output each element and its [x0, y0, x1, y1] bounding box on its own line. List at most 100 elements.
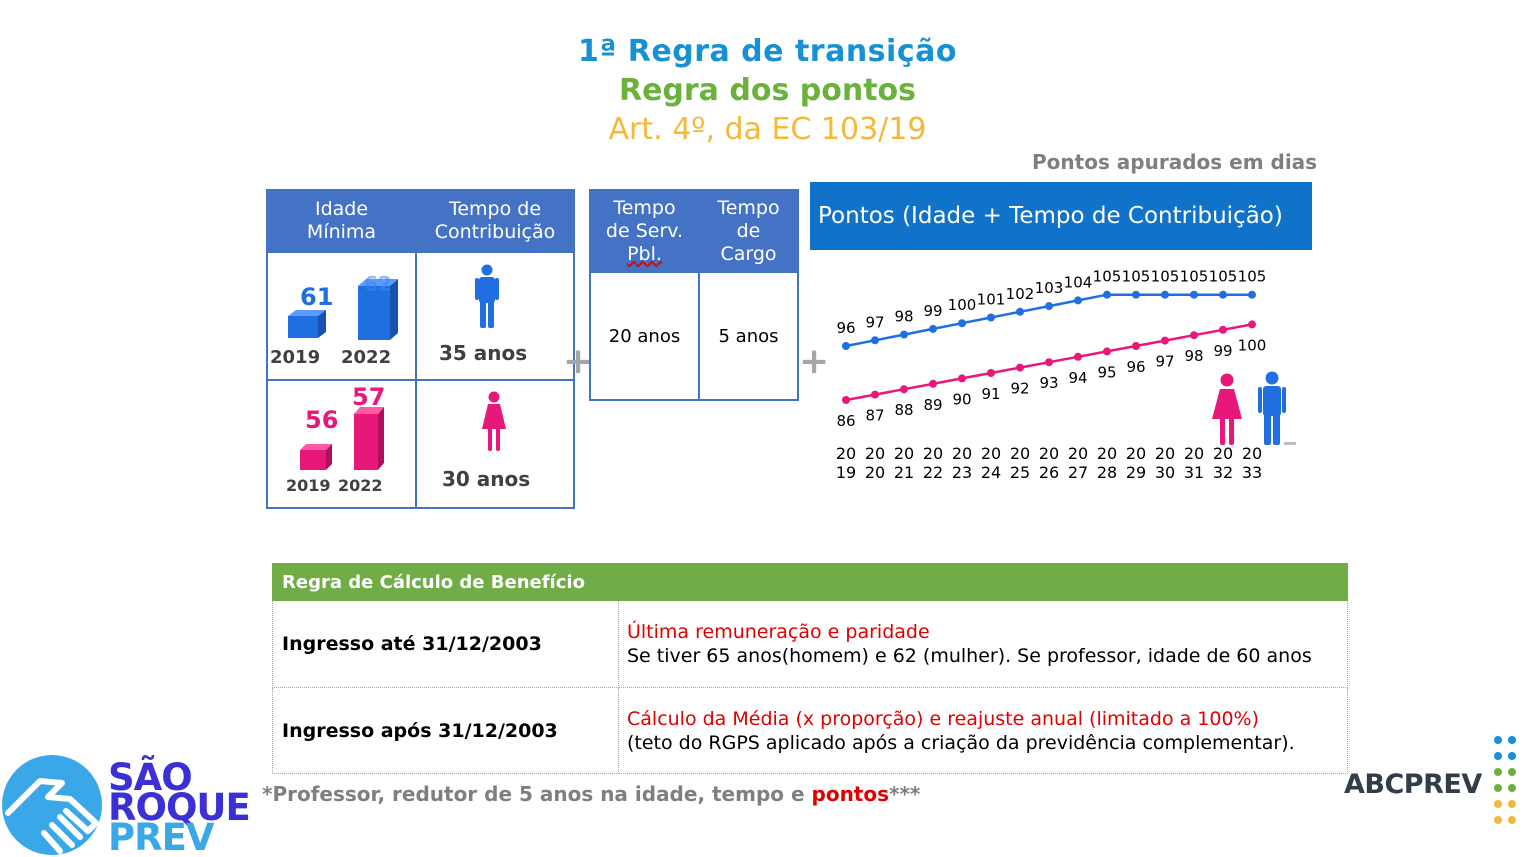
row-title: Última remuneração e paridade [627, 621, 930, 643]
abcprev-dots-icon [1494, 736, 1516, 824]
logo-line-2: ROQUE [108, 786, 251, 829]
data-point [1045, 358, 1053, 367]
data-label: 97 [865, 313, 884, 331]
x-tick-label: 20 19 [835, 444, 857, 482]
page-title: 1ª Regra de transição [578, 34, 957, 69]
data-point [1219, 290, 1227, 299]
data-label: 102 [1006, 285, 1035, 303]
men-year-2019: 2019 [270, 347, 321, 368]
data-label: 104 [1064, 273, 1093, 291]
data-label: 96 [836, 319, 855, 337]
row-description: Cálculo da Média (x proporção) e reajust… [618, 687, 1348, 774]
data-label: 90 [952, 390, 971, 408]
abcprev-logo: ABCPREV [1344, 769, 1482, 800]
data-point [900, 385, 908, 394]
data-point [987, 313, 995, 322]
men-year-2022: 2022 [341, 347, 392, 368]
women-age-2019-value: 56 [305, 406, 339, 434]
data-label: 86 [836, 412, 855, 430]
cargo-value: 5 anos [698, 271, 799, 401]
contribution-header-line1: Tempo de [448, 198, 542, 220]
x-tick-label: 20 22 [922, 444, 944, 482]
age-header: Idade Mínima [266, 189, 417, 253]
data-label: 101 [977, 291, 1006, 309]
data-label: 98 [894, 308, 913, 326]
x-tick-label: 20 23 [951, 444, 973, 482]
data-point [987, 369, 995, 377]
women-year-2022: 2022 [338, 476, 383, 495]
data-point [1103, 347, 1111, 356]
men-age-bars-graphic [288, 279, 398, 340]
footnote-text: *Professor, redutor de 5 anos na idade, … [262, 782, 812, 806]
x-tick-label: 20 32 [1212, 444, 1234, 482]
cargo-header-line3: Cargo [720, 242, 777, 265]
row-text: (teto do RGPS aplicado após a criação da… [627, 731, 1295, 754]
man-icon [475, 264, 499, 328]
footnote-suffix: *** [889, 782, 921, 806]
plus-sign-1: + [563, 341, 594, 382]
sao-roque-prev-logo: SÃO ROQUE PREV [0, 745, 251, 857]
points-header: Pontos (Idade + Tempo de Contribuição) [810, 182, 1312, 250]
row-label: Ingresso após 31/12/2003 [272, 687, 619, 774]
data-point [1016, 307, 1024, 316]
chart-dash-divider [1284, 442, 1296, 445]
data-point [900, 330, 908, 339]
data-label: 98 [1184, 347, 1203, 365]
data-label: 87 [865, 407, 884, 425]
data-label: 94 [1068, 369, 1087, 387]
points-chart: 96 97 98 99 100 101 102 103 104 105 105 105 105 105 10… [836, 268, 1267, 430]
x-tick-label: 20 21 [893, 444, 915, 482]
data-label: 100 [948, 296, 977, 314]
contribution-header: Tempo de Contribuição [415, 189, 575, 253]
data-point [1103, 290, 1111, 299]
data-point [958, 374, 966, 383]
data-point [1045, 302, 1053, 311]
men-age-2022-value: 62 [364, 272, 392, 296]
age-header-line1: Idade [314, 198, 369, 220]
contribution-header-line2: Contribuição [434, 221, 556, 243]
age-contribution-table: Idade Mínima Tempo de Contribuição [266, 189, 575, 509]
row-label: Ingresso até 31/12/2003 [272, 600, 619, 688]
table-row: Ingresso até 31/12/2003 Última remuneraç… [272, 600, 1348, 688]
data-label: 105 [1238, 268, 1267, 286]
women-contribution-value: 30 anos [442, 467, 531, 491]
data-point [1132, 342, 1140, 350]
service-value: 20 anos [589, 271, 700, 401]
service-header-line2: de Serv. [605, 219, 684, 242]
footnote-highlight: pontos [811, 782, 890, 806]
data-point [1248, 290, 1256, 299]
row-description: Última remuneração e paridade Se tiver 6… [618, 600, 1348, 688]
data-point [1219, 325, 1227, 334]
service-header-line3: Pbl. [627, 242, 662, 265]
data-label: 105 [1122, 268, 1151, 286]
men-contribution-cell [415, 251, 575, 381]
x-tick-label: 20 31 [1183, 444, 1205, 482]
service-header: Tempo de Serv. Pbl. [589, 189, 700, 273]
data-point [1161, 336, 1169, 345]
woman-figure-icon [1212, 373, 1242, 445]
data-label: 103 [1035, 279, 1064, 297]
data-point [1190, 290, 1198, 299]
plus-sign-2: + [799, 341, 830, 382]
data-label: 100 [1238, 336, 1267, 354]
logo-line-1: SÃO [108, 756, 193, 799]
data-label: 95 [1097, 363, 1116, 381]
cargo-header: Tempo de Cargo [698, 189, 799, 273]
data-label: 97 [1155, 353, 1174, 371]
man-figure-icon [1258, 371, 1286, 445]
data-point [929, 379, 937, 388]
points-note: Pontos apurados em dias [1032, 150, 1318, 174]
data-point [1074, 352, 1082, 361]
data-label: 91 [981, 385, 1000, 403]
women-age-bars-graphic [300, 407, 384, 470]
x-tick-label: 20 28 [1096, 444, 1118, 482]
data-label: 92 [1010, 380, 1029, 398]
x-tick-label: 20 33 [1241, 444, 1263, 482]
handshake-logo-icon [2, 755, 102, 855]
footnote: *Professor, redutor de 5 anos na idade, … [262, 782, 920, 806]
logo-line-3: PREV [108, 816, 215, 857]
x-tick-label: 20 24 [980, 444, 1002, 482]
table-row: Ingresso após 31/12/2003 Cálculo da Médi… [272, 687, 1348, 774]
data-point [1016, 363, 1024, 372]
data-label: 99 [1213, 342, 1232, 360]
